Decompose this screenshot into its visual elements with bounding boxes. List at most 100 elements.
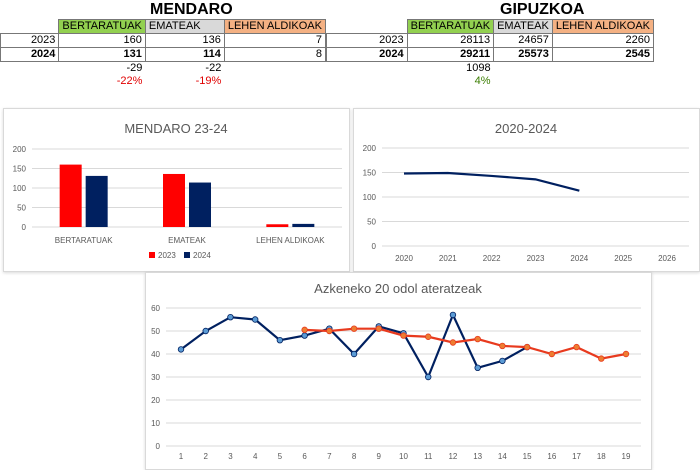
col-header-emateak: EMATEAK [493,19,553,34]
data-point [350,350,358,358]
x-tick-label: BERTARATUAK [55,236,113,245]
x-tick-label: 12 [448,452,457,461]
x-tick-label: 9 [377,452,382,461]
legend-swatch [149,252,155,258]
data-point [499,342,506,350]
x-tick-label: 2022 [483,254,501,263]
col-header-bertaratuak: BERTARATUAK [58,19,146,34]
x-tick-label: LEHEN ALDIKOAK [256,236,325,245]
table-cell: 29211 [406,47,495,62]
table-row: 2023 160 136 7 [0,33,327,48]
bar [163,173,185,227]
col-header-bertaratuak: BERTARATUAK [406,19,495,34]
data-point [523,343,531,351]
x-tick-label: 5 [278,452,283,461]
pct-value: -19% [195,75,222,87]
y-tick-label: 20 [151,396,160,405]
chart-panel-recent: Azkeneko 20 odol ateratzeak 0 10 20 30 40 50 60… [145,272,652,470]
y-tick-label: 100 [363,193,377,202]
data-point [276,336,284,344]
col-header-emateak: EMATEAK [144,19,225,34]
table-row: 2024 29211 25573 2545 [326,47,655,62]
data-point [425,373,432,381]
data-point [598,355,605,362]
gipuzkoa-title: GIPUZKOA [500,1,585,18]
data-point [177,346,185,353]
x-tick-label: 4 [253,452,258,461]
table-row: 2023 28113 24657 2260 [326,33,655,48]
row-year: 2023 [326,33,408,48]
y-tick-label: 50 [151,327,160,336]
table-cell: 24657 [493,33,553,48]
data-point [400,332,407,339]
table-cell: 25573 [493,47,553,62]
y-tick-label: 200 [13,145,27,154]
data-point [227,314,234,321]
bar-chart: MENDARO 23-24 0 50 100 150 200 BERTARATUAK EMAT… [13,121,342,260]
x-tick-label: EMATEAK [168,236,206,245]
x-tick-label: 3 [228,452,233,461]
x-tick-label: 10 [399,452,408,461]
x-tick-label: 2 [203,452,208,461]
table-cell: 131 [58,47,146,62]
legend-label: 2024 [193,251,211,260]
mendaro-table: BERTARATUAK EMATEAK LEHEN ALDIKOAK 2023 … [0,19,327,88]
data-point [548,350,556,358]
y-tick-label: 100 [13,184,27,193]
chart-panel-bar: MENDARO 23-24 0 50 100 150 200 BERTARATUAK EMAT… [3,108,350,272]
y-tick-label: 60 [151,304,160,313]
x-tick-label: 11 [424,452,433,461]
col-header-lehen-aldikoak: LEHEN ALDIKOAK [223,19,327,34]
chart-panel-trend: 2020-2024 0 50 100 150 200 2020 2021 2022 2023 202… [353,108,700,272]
data-point [449,339,457,346]
data-point [449,311,457,319]
bar [189,182,211,227]
y-tick-label: 0 [372,242,377,251]
y-tick-label: 200 [363,144,377,153]
table-cell: 28113 [406,33,495,48]
table-cell: 136 [144,33,225,48]
y-tick-label: 150 [363,169,377,178]
pct-value: 4% [474,75,491,87]
y-tick-label: 50 [367,218,376,227]
data-point [350,325,358,332]
data-point [573,343,580,351]
x-tick-label: 14 [498,452,507,461]
data-point [474,364,481,371]
table-header-row: BERTARATUAK EMATEAK LEHEN ALDIKOAK [1,19,327,34]
series-line [403,171,580,192]
data-point [301,332,308,339]
diff-row: -29 -22 [1,62,326,76]
x-tick-label: 2023 [527,254,545,263]
data-point [375,325,382,332]
data-point [425,333,432,340]
diff-row: 1098 [327,62,654,76]
data-point [326,327,333,335]
data-point [301,326,308,334]
legend-swatch [184,252,190,258]
y-tick-label: 40 [151,350,160,359]
col-header-lehen-aldikoak: LEHEN ALDIKOAK [551,19,655,34]
table-cell: 160 [58,33,146,48]
row-year: 2024 [0,47,60,62]
x-tick-label: 6 [302,452,307,461]
y-tick-label: 50 [17,204,26,213]
x-tick-label: 8 [352,452,357,461]
data-point [202,327,209,335]
y-tick-label: 10 [151,419,160,428]
x-tick-label: 2020 [395,254,413,263]
table-cell: 7 [223,33,327,48]
pct-value: -22% [116,75,143,87]
x-tick-label: 15 [523,452,532,461]
recent-line-chart: Azkeneko 20 odol ateratzeak 0 10 20 30 40 50 60… [151,281,641,461]
gipuzkoa-table: BERTARATUAK EMATEAK LEHEN ALDIKOAK 2023 … [326,19,655,88]
bar [292,223,315,227]
x-tick-label: 2025 [614,254,632,263]
y-tick-label: 0 [156,442,161,451]
x-tick-label: 17 [572,452,581,461]
diff-value: -22 [205,62,222,74]
chart-title: MENDARO 23-24 [124,121,227,136]
table-cell: 2260 [551,33,655,48]
x-tick-label: 19 [622,452,631,461]
data-point [251,316,259,323]
